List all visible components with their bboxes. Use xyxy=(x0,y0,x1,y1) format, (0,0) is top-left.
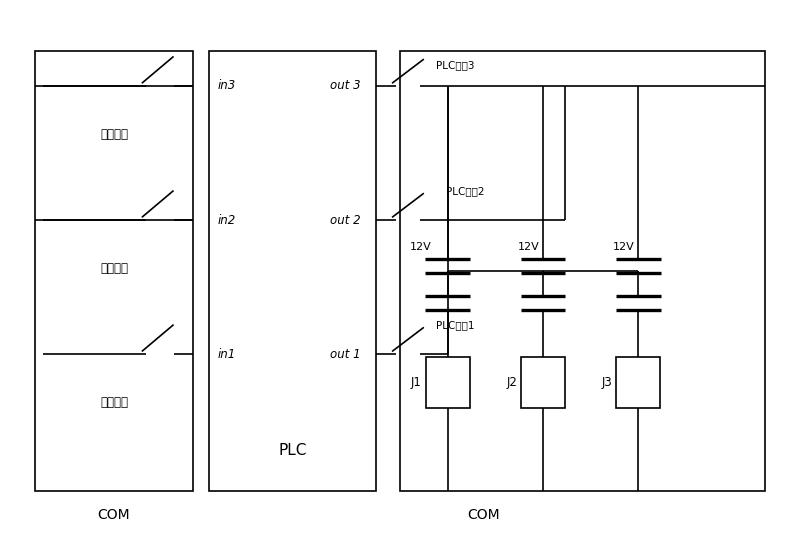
Text: out 2: out 2 xyxy=(330,214,360,227)
Bar xyxy=(400,51,766,491)
Text: PLC: PLC xyxy=(278,443,307,458)
Text: COM: COM xyxy=(98,508,130,522)
Bar xyxy=(426,357,470,408)
Text: J2: J2 xyxy=(506,376,517,389)
Bar xyxy=(617,357,660,408)
Text: PLC结点2: PLC结点2 xyxy=(446,186,485,196)
Text: 12V: 12V xyxy=(410,242,431,252)
Text: in2: in2 xyxy=(218,214,235,227)
Text: J3: J3 xyxy=(602,376,613,389)
Text: J1: J1 xyxy=(411,376,422,389)
Text: out 3: out 3 xyxy=(330,80,360,93)
Text: in1: in1 xyxy=(218,347,235,360)
Bar xyxy=(34,51,194,491)
Text: PLC结点3: PLC结点3 xyxy=(436,60,474,70)
Text: 精度测试: 精度测试 xyxy=(100,262,128,275)
Text: 零点测试: 零点测试 xyxy=(100,396,128,409)
Text: out 1: out 1 xyxy=(330,347,360,360)
Text: in3: in3 xyxy=(218,80,235,93)
Text: PLC结点1: PLC结点1 xyxy=(436,320,474,330)
Text: 电阵测试: 电阵测试 xyxy=(100,128,128,141)
Text: COM: COM xyxy=(467,508,500,522)
Text: 12V: 12V xyxy=(613,242,634,252)
Bar xyxy=(521,357,565,408)
Text: 12V: 12V xyxy=(518,242,539,252)
Bar xyxy=(210,51,376,491)
